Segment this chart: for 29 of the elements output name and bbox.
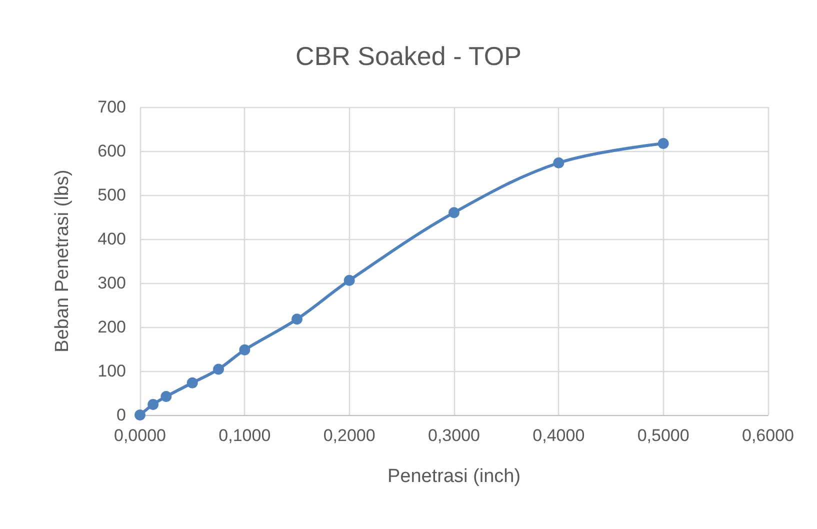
x-tick-label: 0,0000 xyxy=(114,426,166,445)
point xyxy=(553,157,564,168)
y-tick-label: 700 xyxy=(98,98,126,116)
x-tick-label: 0,4000 xyxy=(532,426,585,445)
y-tick-label: 400 xyxy=(98,230,126,248)
point xyxy=(292,314,302,325)
point xyxy=(160,391,172,402)
x-tick-label: 0,3000 xyxy=(428,426,480,445)
chart-title: CBR Soaked - TOP xyxy=(296,41,522,71)
y-tick-label: 200 xyxy=(98,318,126,336)
y-tick-label: 600 xyxy=(98,142,126,160)
x-tick-label: 0,1000 xyxy=(218,426,271,445)
y-tick-label: 100 xyxy=(98,362,126,380)
x-tick-label: 0,6000 xyxy=(742,426,794,445)
x-tick-label: 0,2000 xyxy=(323,426,376,445)
y-axis-title: Beban Penetrasi (lbs) xyxy=(52,170,73,352)
y-tick-label: 300 xyxy=(98,274,126,292)
x-axis-title: Penetrasi (inch) xyxy=(387,466,521,487)
point xyxy=(213,364,224,375)
x-tick-label: 0,5000 xyxy=(637,426,690,445)
point xyxy=(186,377,198,388)
point xyxy=(658,138,669,150)
point xyxy=(239,344,250,356)
y-tick-label: 500 xyxy=(98,186,126,204)
point xyxy=(148,398,159,410)
point xyxy=(344,274,355,286)
point xyxy=(134,410,146,420)
point xyxy=(448,207,460,218)
y-tick-label: 0 xyxy=(116,406,126,424)
